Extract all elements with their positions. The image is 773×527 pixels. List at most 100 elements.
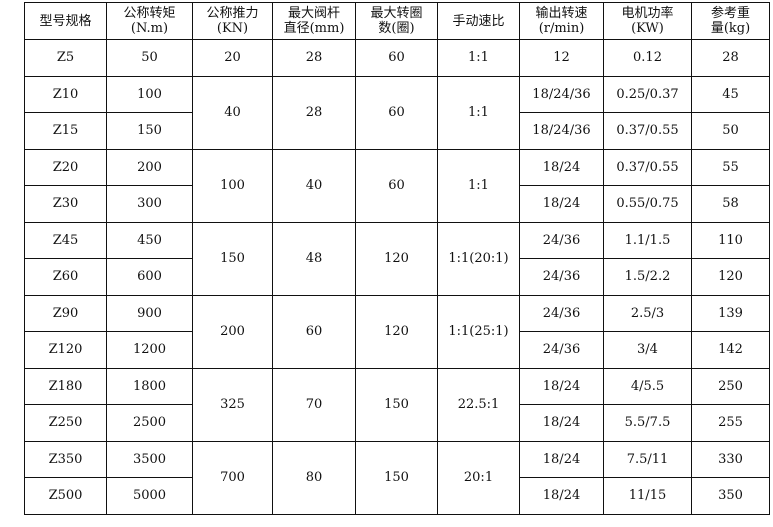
weight-cell: 45 (691, 75, 770, 113)
stem-diameter-cell: 80 (272, 440, 356, 515)
column-header: 电机功率 (KW) (603, 2, 692, 40)
column-header: 输出转速 (r/min) (519, 2, 604, 40)
manual-ratio-cell: 1:1 (437, 75, 520, 150)
torque-cell: 100 (106, 75, 193, 113)
output-speed-cell: 18/24 (519, 367, 604, 405)
motor-power-cell: 2.5/3 (603, 294, 692, 332)
table-row: Z350 3500 700 80 150 20:1 18/24 7.5/11 330 (24, 440, 770, 515)
model-cell: Z15 (24, 112, 107, 150)
stem-diameter-cell: 28 (272, 39, 356, 77)
torque-cell: 1800 (106, 367, 193, 405)
torque-cell: 2500 (106, 404, 193, 442)
weight-cell: 139 (691, 294, 770, 332)
spec-table: 型号规格 公称转矩 (N.m) 公称推力 (KN) 最大阀杆 直径(mm) 最大转圈 数… (24, 2, 770, 515)
column-header: 型号规格 (24, 2, 107, 40)
turns-cell: 150 (355, 440, 438, 515)
table-row: Z20 200 100 40 60 1:1 18/24 0.37/0.55 55 (24, 148, 770, 223)
weight-cell: 330 (691, 440, 770, 478)
torque-cell: 1200 (106, 331, 193, 369)
table-row: Z500 5000 18/24 11/15 350 (24, 477, 770, 515)
weight-cell: 142 (691, 331, 770, 369)
motor-power-cell: 0.37/0.55 (603, 148, 692, 186)
output-speed-cell: 24/36 (519, 221, 604, 259)
weight-cell: 55 (691, 148, 770, 186)
thrust-cell: 150 (192, 221, 273, 296)
motor-power-cell: 0.37/0.55 (603, 112, 692, 150)
weight-cell: 50 (691, 112, 770, 150)
model-cell: Z45 (24, 221, 107, 259)
thrust-cell: 40 (192, 75, 273, 150)
manual-ratio-cell: 1:1 (437, 148, 520, 223)
manual-ratio-cell: 22.5:1 (437, 367, 520, 442)
manual-ratio-cell: 1:1 (437, 39, 520, 77)
model-cell: Z250 (24, 404, 107, 442)
model-cell: Z120 (24, 331, 107, 369)
torque-cell: 5000 (106, 477, 193, 515)
turns-cell: 150 (355, 367, 438, 442)
stem-diameter-cell: 60 (272, 294, 356, 369)
column-header: 最大阀杆 直径(mm) (272, 2, 356, 40)
table-row: Z180 1800 325 70 150 22.5:1 18/24 4/5.5 250 (24, 367, 770, 442)
output-speed-cell: 18/24/36 (519, 112, 604, 150)
manual-ratio-cell: 1:1(25:1) (437, 294, 520, 369)
motor-power-cell: 1.1/1.5 (603, 221, 692, 259)
motor-power-cell: 1.5/2.2 (603, 258, 692, 296)
stem-diameter-cell: 48 (272, 221, 356, 296)
header-row: 型号规格 公称转矩 (N.m) 公称推力 (KN) 最大阀杆 直径(mm) 最大转圈 数… (24, 2, 770, 40)
thrust-cell: 20 (192, 39, 273, 77)
manual-ratio-cell: 20:1 (437, 440, 520, 515)
turns-cell: 60 (355, 75, 438, 150)
model-cell: Z30 (24, 185, 107, 223)
model-cell: Z60 (24, 258, 107, 296)
output-speed-cell: 12 (519, 39, 604, 77)
table-row: Z10 100 40 28 60 1:1 18/24/36 0.25/0.37 45 (24, 75, 770, 150)
torque-cell: 3500 (106, 440, 193, 478)
model-cell: Z10 (24, 75, 107, 113)
model-cell: Z500 (24, 477, 107, 515)
motor-power-cell: 4/5.5 (603, 367, 692, 405)
table-row: Z250 2500 18/24 5.5/7.5 255 (24, 404, 770, 442)
table-row: Z30 300 18/24 0.55/0.75 58 (24, 185, 770, 223)
motor-power-cell: 5.5/7.5 (603, 404, 692, 442)
thrust-cell: 325 (192, 367, 273, 442)
turns-cell: 120 (355, 221, 438, 296)
output-speed-cell: 18/24/36 (519, 75, 604, 113)
torque-cell: 300 (106, 185, 193, 223)
model-cell: Z90 (24, 294, 107, 332)
motor-power-cell: 3/4 (603, 331, 692, 369)
table-row: Z120 1200 24/36 3/4 142 (24, 331, 770, 369)
stem-diameter-cell: 28 (272, 75, 356, 150)
table-row: Z45 450 150 48 120 1:1(20:1) 24/36 1.1/1.5 110 (24, 221, 770, 296)
weight-cell: 110 (691, 221, 770, 259)
stem-diameter-cell: 40 (272, 148, 356, 223)
table-row: Z5 50 20 28 60 1:1 12 0.12 28 (24, 39, 770, 77)
stem-diameter-cell: 70 (272, 367, 356, 442)
torque-cell: 200 (106, 148, 193, 186)
column-header: 公称推力 (KN) (192, 2, 273, 40)
column-header: 手动速比 (437, 2, 520, 40)
torque-cell: 50 (106, 39, 193, 77)
turns-cell: 120 (355, 294, 438, 369)
output-speed-cell: 24/36 (519, 258, 604, 296)
weight-cell: 255 (691, 404, 770, 442)
torque-cell: 600 (106, 258, 193, 296)
column-header: 参考重 量(kg) (691, 2, 770, 40)
output-speed-cell: 18/24 (519, 477, 604, 515)
thrust-cell: 700 (192, 440, 273, 515)
output-speed-cell: 18/24 (519, 404, 604, 442)
model-cell: Z20 (24, 148, 107, 186)
weight-cell: 350 (691, 477, 770, 515)
motor-power-cell: 7.5/11 (603, 440, 692, 478)
column-header: 最大转圈 数(圈) (355, 2, 438, 40)
torque-cell: 150 (106, 112, 193, 150)
motor-power-cell: 0.25/0.37 (603, 75, 692, 113)
motor-power-cell: 0.55/0.75 (603, 185, 692, 223)
table-row: Z60 600 24/36 1.5/2.2 120 (24, 258, 770, 296)
thrust-cell: 100 (192, 148, 273, 223)
torque-cell: 900 (106, 294, 193, 332)
output-speed-cell: 18/24 (519, 148, 604, 186)
table-row: Z15 150 18/24/36 0.37/0.55 50 (24, 112, 770, 150)
turns-cell: 60 (355, 148, 438, 223)
torque-cell: 450 (106, 221, 193, 259)
output-speed-cell: 18/24 (519, 185, 604, 223)
